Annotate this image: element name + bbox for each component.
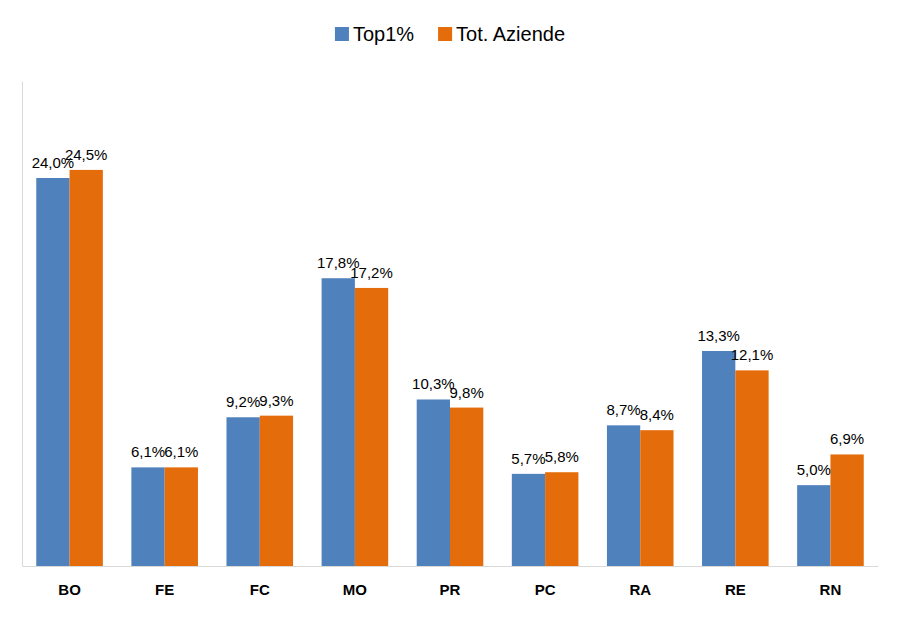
bar [797, 485, 830, 566]
x-axis: BO FE FC MO PR PC RA RE RN [23, 566, 879, 598]
data-label: 12,1% [731, 346, 774, 363]
legend-swatch [335, 27, 349, 41]
bar [226, 417, 259, 566]
x-tick: FC [250, 566, 270, 598]
bar [355, 288, 388, 566]
data-label: 8,7% [606, 401, 640, 418]
data-label: 6,9% [830, 430, 864, 447]
chart: BOFEFCMOPRPCRARERN24,0%6,1%9,2%17,8%10,3… [0, 0, 900, 619]
legend-item: Tot. Aziende [438, 23, 565, 45]
bar [450, 408, 483, 566]
legend-label: Top1% [353, 23, 414, 45]
bar [830, 454, 863, 566]
legend-label: Tot. Aziende [456, 23, 565, 45]
legend: Top1% Tot. Aziende [335, 23, 565, 45]
bar [36, 178, 69, 566]
x-tick-label: PC [535, 581, 556, 598]
data-label: 6,1% [131, 443, 165, 460]
x-tick-label: BO [58, 581, 81, 598]
data-label: 6,1% [164, 443, 198, 460]
bar [545, 472, 578, 566]
bar [322, 278, 355, 566]
x-tick: RN [820, 566, 842, 598]
bar [735, 370, 768, 566]
bar-series [70, 170, 864, 566]
data-label: 9,8% [450, 384, 484, 401]
bar [260, 416, 293, 566]
bar [70, 170, 103, 566]
bar [512, 474, 545, 566]
x-tick-label: RN [820, 581, 842, 598]
x-tick: PC [535, 566, 556, 598]
x-tick: RE [725, 566, 746, 598]
data-label: 5,8% [545, 448, 579, 465]
bar [417, 399, 450, 566]
data-label: 9,2% [226, 393, 260, 410]
data-label: 5,7% [511, 450, 545, 467]
x-tick-label: RA [629, 581, 651, 598]
bar [131, 467, 164, 566]
data-label: 17,2% [350, 264, 393, 281]
data-label: 13,3% [697, 327, 740, 344]
x-tick-label: PR [440, 581, 461, 598]
y-axis-line [22, 82, 23, 567]
x-tick-label: FC [250, 581, 270, 598]
x-tick: PR [440, 566, 461, 598]
data-label: 8,4% [640, 406, 674, 423]
data-label: 9,3% [259, 392, 293, 409]
x-tick-label: MO [343, 581, 367, 598]
data-label: 24,5% [65, 146, 108, 163]
x-tick-label: RE [725, 581, 746, 598]
y-axis [22, 82, 23, 567]
legend-item: Top1% [335, 23, 414, 45]
bar-series [36, 178, 830, 566]
x-axis-line [23, 566, 879, 567]
bar [702, 351, 735, 566]
data-label: 10,3% [412, 375, 455, 392]
data-label: 5,0% [797, 461, 831, 478]
x-tick: MO [343, 566, 367, 598]
legend-swatch [438, 27, 452, 41]
plot: BOFEFCMOPRPCRARERN24,0%6,1%9,2%17,8%10,3… [23, 82, 879, 598]
bar [165, 467, 198, 566]
data-labels: 24,0%6,1%9,2%17,8%10,3%5,7%8,7%13,3%5,0%… [32, 146, 865, 478]
x-tick: FE [155, 566, 174, 598]
bars [36, 170, 863, 566]
x-tick-label: FE [155, 581, 174, 598]
bar [607, 425, 640, 566]
x-tick: BO [58, 566, 81, 598]
bar [640, 430, 673, 566]
x-tick: RA [629, 566, 651, 598]
